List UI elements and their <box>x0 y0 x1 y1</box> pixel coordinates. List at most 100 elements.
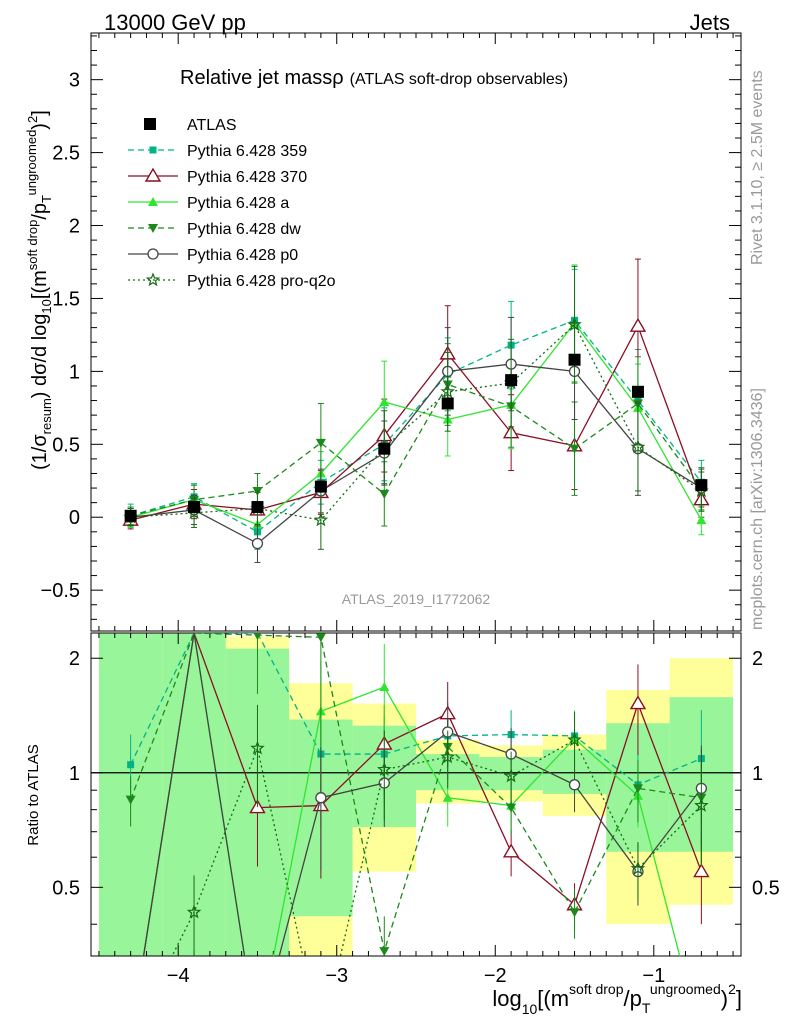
ratio-line-pq2o <box>171 739 702 956</box>
ratio-series-group <box>125 633 710 956</box>
point-pp0 <box>251 537 264 550</box>
point-atlas <box>124 509 137 522</box>
point-atlas <box>314 480 327 493</box>
ratio-tick-label: 1 <box>69 763 80 785</box>
y-tick-label: 0.5 <box>52 434 80 456</box>
ratio-point-p370 <box>629 695 647 710</box>
point-pq2o <box>630 439 646 454</box>
axis-ticks: −4 −3 −2 −1 −0.5 0 0.5 1 1.5 2 2.5 3 0.5 0.5 1 1 2 2 <box>41 33 780 987</box>
point-atlas <box>251 501 264 514</box>
point-atlas <box>378 442 391 455</box>
chart-title: Relative jet massρ (ATLAS soft-drop obser… <box>180 67 568 89</box>
legend-marker-atlas <box>144 118 156 130</box>
ratio-point-pp0 <box>315 792 327 804</box>
point-atlas <box>695 479 708 492</box>
ratio-line-pp0 <box>142 633 702 956</box>
chart-title-main: Relative jet massρ <box>180 67 344 89</box>
chart-title-sub: (ATLAS soft-drop observables) <box>350 71 568 88</box>
ratio-point-pa <box>379 682 390 692</box>
ratio-point-pdw <box>506 803 517 813</box>
point-pdw <box>315 438 326 448</box>
point-pq2o <box>440 384 455 399</box>
y-tick-label: 3 <box>69 70 80 92</box>
series-line-p359 <box>130 319 702 533</box>
point-pq2o <box>313 512 329 527</box>
ratio-point-pq2o <box>630 860 646 875</box>
ratio-point-p370 <box>502 843 520 858</box>
point-atlas <box>441 397 454 410</box>
ratio-point-pq2o <box>503 768 519 783</box>
point-atlas <box>568 353 581 366</box>
legend-label-pa: Pythia 6.428 a <box>187 195 289 212</box>
ratio-point-pq2o <box>440 749 455 764</box>
ratio-tick-label: 2 <box>69 648 80 670</box>
ratio-y-label: Ratio to ATLAS <box>25 744 42 845</box>
point-atlas <box>631 385 644 398</box>
ratio-tick-label-right: 2 <box>752 648 763 670</box>
legend-marker-p370 <box>144 167 162 182</box>
x-tick-label: −4 <box>167 965 190 987</box>
x-tick-label: −3 <box>325 965 348 987</box>
series-line-p370 <box>130 324 702 521</box>
ratio-point-pdw <box>253 633 262 641</box>
ratio-point-pdw <box>379 947 390 956</box>
x-tick-label: −1 <box>642 965 665 987</box>
ratio-tick-label: 0.5 <box>52 877 80 899</box>
main-series-group <box>122 258 710 563</box>
point-pdw <box>569 444 580 454</box>
legend-marker-pp0 <box>147 248 159 260</box>
series-line-pq2o <box>130 323 702 521</box>
legend-marker-pa <box>148 197 158 206</box>
ratio-point-pa <box>442 792 453 802</box>
point-pa <box>696 515 707 525</box>
ratio-point-pq2o <box>186 904 202 919</box>
legend-label-atlas: ATLAS <box>187 117 237 134</box>
ratio-tick-label-right: 1 <box>752 763 763 785</box>
ratio-point-pp0 <box>568 779 581 791</box>
ratio-point-pdw <box>569 908 580 918</box>
legend-label-p359: Pythia 6.428 359 <box>187 143 307 160</box>
legend-label-pp0: Pythia 6.428 p0 <box>187 247 298 264</box>
rivet-label: Rivet 3.1.10, ≥ 2.5M events <box>749 70 766 265</box>
series-line-pa <box>130 322 702 526</box>
x-axis-label: log10[(msoft drop/pTungroomed)2] <box>492 981 742 1017</box>
ratio-point-pq2o <box>377 761 392 776</box>
legend-marker-pdw <box>148 224 158 233</box>
ratio-point-pq2o <box>250 740 265 755</box>
legend-marker-pq2o <box>145 272 161 287</box>
series-line-pp0 <box>130 363 702 545</box>
analysis-watermark: ATLAS_2019_I1772062 <box>342 591 491 607</box>
y-tick-label: 2.5 <box>52 143 80 165</box>
point-atlas <box>188 501 201 514</box>
series-line-pdw <box>130 383 702 517</box>
legend-marker-p359 <box>149 146 157 154</box>
ratio-line-pdw <box>130 633 702 952</box>
ratio-point-pdw <box>125 795 136 805</box>
header-left: 13000 GeV pp <box>104 10 246 35</box>
y-axis-label: (1/σresum) dσ/d log10[(msoft drop/pTungr… <box>24 110 54 470</box>
ratio-point-pq2o <box>567 732 582 747</box>
ratio-point-p370 <box>693 863 710 878</box>
ratio-point-pq2o <box>694 797 709 812</box>
ratio-tick-label-right: 0.5 <box>752 877 780 899</box>
y-tick-label: 0 <box>69 507 80 529</box>
point-pa <box>379 397 390 407</box>
x-tick-label: −2 <box>484 965 507 987</box>
ratio-point-pdw <box>632 784 643 794</box>
legend: ATLAS Pythia 6.428 359 Pythia 6.428 370 Pyt… <box>128 117 336 290</box>
legend-label-pdw: Pythia 6.428 dw <box>187 221 301 238</box>
y-tick-label: 1 <box>69 361 80 383</box>
y-tick-label: 2 <box>69 216 80 238</box>
ratio-point-p359 <box>127 761 135 769</box>
ratio-line-p359 <box>130 633 702 786</box>
point-atlas <box>505 374 518 387</box>
legend-label-pq2o: Pythia 6.428 pro-q2o <box>187 273 336 290</box>
y-tick-label: 1.5 <box>52 288 80 310</box>
header-right: Jets <box>690 10 730 35</box>
legend-label-p370: Pythia 6.428 370 <box>187 169 307 186</box>
point-p370 <box>629 317 647 332</box>
point-pq2o <box>567 317 582 331</box>
ratio-point-pdw <box>315 633 326 643</box>
y-tick-label: −0.5 <box>41 580 80 602</box>
